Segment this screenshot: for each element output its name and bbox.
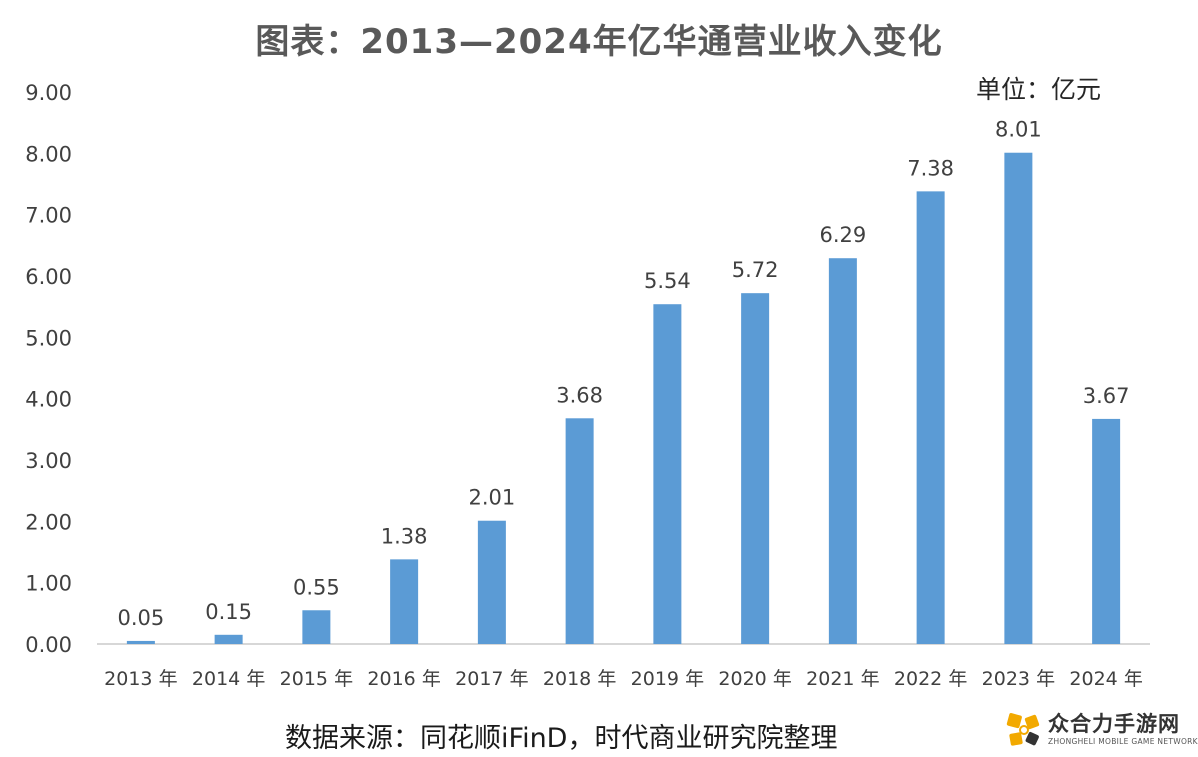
bar — [828, 258, 857, 644]
data-label: 2.01 — [468, 486, 515, 510]
x-tick-label: 2018 年 — [543, 668, 616, 690]
data-label: 0.55 — [293, 575, 340, 599]
x-tick-label: 2019 年 — [631, 668, 704, 690]
bar — [214, 634, 243, 644]
x-tick-label: 2014 年 — [192, 668, 265, 690]
unit-label: 单位：亿元 — [976, 75, 1102, 104]
y-tick-label: 7.00 — [25, 204, 72, 228]
bar — [741, 293, 770, 644]
watermark-en-text: ZHONGHELI MOBILE GAME NETWORK — [1048, 737, 1198, 746]
x-tick-label: 2021 年 — [806, 668, 879, 690]
x-tick-label: 2016 年 — [367, 668, 440, 690]
y-tick-label: 9.00 — [25, 81, 72, 105]
source-note: 数据来源：同花顺iFinD，时代商业研究院整理 — [285, 723, 838, 754]
y-tick-label: 5.00 — [25, 326, 72, 350]
data-label: 5.72 — [732, 258, 779, 282]
y-tick-label: 1.00 — [25, 572, 72, 596]
data-label: 7.38 — [907, 156, 954, 180]
y-tick-label: 0.00 — [25, 633, 72, 657]
bar — [565, 418, 594, 644]
y-tick-label: 6.00 — [25, 265, 72, 289]
bar — [653, 304, 682, 644]
bar — [126, 640, 155, 644]
data-label: 6.29 — [819, 223, 866, 247]
bar — [477, 520, 506, 644]
y-tick-label: 8.00 — [25, 142, 72, 166]
data-label: 0.15 — [205, 600, 252, 624]
watermark-cn-text: 众合力手游网 — [1048, 712, 1180, 736]
x-tick-label: 2024 年 — [1069, 668, 1142, 690]
x-tick-label: 2015 年 — [280, 668, 353, 690]
data-label: 5.54 — [644, 269, 691, 293]
bar — [1092, 418, 1121, 644]
watermark-logo-icon — [1006, 713, 1040, 746]
watermark: 众合力手游网 ZHONGHELI MOBILE GAME NETWORK — [1004, 708, 1198, 754]
bar — [302, 610, 331, 644]
data-label: 8.01 — [995, 118, 1042, 142]
x-tick-label: 2022 年 — [894, 668, 967, 690]
data-label: 3.68 — [556, 383, 603, 407]
y-tick-label: 4.00 — [25, 388, 72, 412]
bar — [916, 191, 945, 645]
bar — [390, 559, 419, 644]
x-tick-label: 2017 年 — [455, 668, 528, 690]
data-label: 3.67 — [1083, 384, 1130, 408]
bar — [1004, 152, 1033, 644]
chart-title: 图表：2013—2024年亿华通营业收入变化 — [255, 22, 943, 62]
y-tick-label: 2.00 — [25, 510, 72, 534]
x-tick-label: 2020 年 — [718, 668, 791, 690]
y-tick-label: 3.00 — [25, 449, 72, 473]
x-tick-label: 2013 年 — [104, 668, 177, 690]
data-label: 0.05 — [117, 606, 164, 630]
x-tick-label: 2023 年 — [982, 668, 1055, 690]
data-label: 1.38 — [381, 524, 428, 548]
